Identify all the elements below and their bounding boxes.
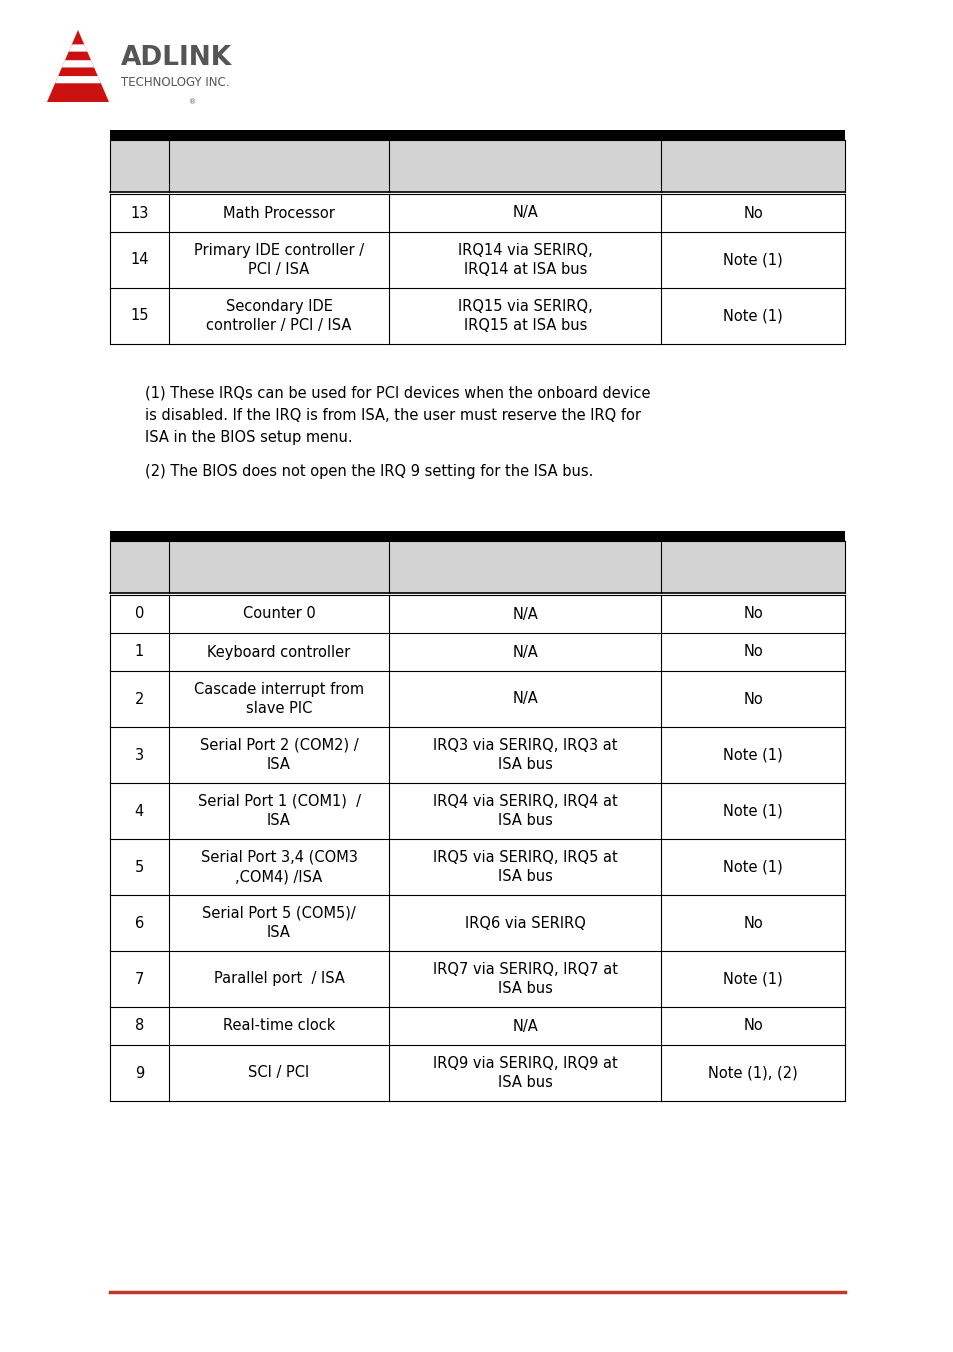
Bar	[110, 531, 844, 541]
Bar	[110, 671, 844, 727]
Text: 1: 1	[134, 645, 144, 660]
Text: IRQ9 via SERIRQ, IRQ9 at
ISA bus: IRQ9 via SERIRQ, IRQ9 at ISA bus	[433, 1056, 617, 1091]
Text: 3: 3	[134, 748, 144, 763]
Text: 8: 8	[134, 1018, 144, 1033]
Bar	[110, 783, 844, 840]
Text: Secondary IDE
controller / PCI / ISA: Secondary IDE controller / PCI / ISA	[206, 299, 352, 334]
Text: No: No	[742, 206, 762, 220]
Text: Counter 0: Counter 0	[242, 607, 315, 622]
Text: N/A: N/A	[512, 691, 537, 707]
Text: 2: 2	[134, 691, 144, 707]
Text: Serial Port 5 (COM5)/
ISA: Serial Port 5 (COM5)/ ISA	[202, 906, 355, 941]
Text: 5: 5	[134, 860, 144, 875]
Text: (1) These IRQs can be used for PCI devices when the onboard device
is disabled. : (1) These IRQs can be used for PCI devic…	[145, 387, 650, 445]
Text: Serial Port 2 (COM2) /
ISA: Serial Port 2 (COM2) / ISA	[199, 738, 358, 772]
Text: Primary IDE controller /
PCI / ISA: Primary IDE controller / PCI / ISA	[193, 242, 364, 277]
Bar	[110, 541, 844, 594]
Text: Math Processor: Math Processor	[223, 206, 335, 220]
Text: Serial Port 3,4 (COM3
,COM4) /ISA: Serial Port 3,4 (COM3 ,COM4) /ISA	[200, 849, 357, 884]
Text: (2) The BIOS does not open the IRQ 9 setting for the ISA bus.: (2) The BIOS does not open the IRQ 9 set…	[145, 464, 593, 479]
Bar	[110, 633, 844, 671]
Text: N/A: N/A	[512, 206, 537, 220]
Text: Note (1): Note (1)	[722, 803, 782, 818]
Text: No: No	[742, 691, 762, 707]
Text: 13: 13	[130, 206, 149, 220]
Text: Note (1), (2): Note (1), (2)	[707, 1065, 797, 1080]
Text: 0: 0	[134, 607, 144, 622]
Text: IRQ3 via SERIRQ, IRQ3 at
ISA bus: IRQ3 via SERIRQ, IRQ3 at ISA bus	[433, 738, 617, 772]
Bar	[110, 595, 844, 633]
Bar	[110, 233, 844, 288]
Text: No: No	[742, 607, 762, 622]
Text: Note (1): Note (1)	[722, 748, 782, 763]
Text: Note (1): Note (1)	[722, 308, 782, 323]
Text: IRQ6 via SERIRQ: IRQ6 via SERIRQ	[464, 915, 585, 930]
Text: IRQ15 via SERIRQ,
IRQ15 at ISA bus: IRQ15 via SERIRQ, IRQ15 at ISA bus	[457, 299, 592, 334]
Text: IRQ4 via SERIRQ, IRQ4 at
ISA bus: IRQ4 via SERIRQ, IRQ4 at ISA bus	[433, 794, 617, 829]
Text: IRQ14 via SERIRQ,
IRQ14 at ISA bus: IRQ14 via SERIRQ, IRQ14 at ISA bus	[457, 242, 592, 277]
Text: No: No	[742, 1018, 762, 1033]
Polygon shape	[55, 76, 101, 84]
Text: ADLINK: ADLINK	[121, 45, 232, 72]
Text: 14: 14	[130, 253, 149, 268]
Text: 15: 15	[130, 308, 149, 323]
Text: No: No	[742, 915, 762, 930]
Text: 9: 9	[134, 1065, 144, 1080]
Text: Note (1): Note (1)	[722, 860, 782, 875]
Text: Note (1): Note (1)	[722, 253, 782, 268]
Text: SCI / PCI: SCI / PCI	[248, 1065, 310, 1080]
Text: IRQ7 via SERIRQ, IRQ7 at
ISA bus: IRQ7 via SERIRQ, IRQ7 at ISA bus	[433, 961, 618, 996]
Text: TECHNOLOGY INC.: TECHNOLOGY INC.	[121, 76, 230, 88]
Polygon shape	[47, 30, 109, 101]
Text: Note (1): Note (1)	[722, 972, 782, 987]
Bar	[110, 141, 844, 192]
Text: N/A: N/A	[512, 645, 537, 660]
Bar	[110, 1007, 844, 1045]
Bar	[110, 1045, 844, 1101]
Text: Serial Port 1 (COM1)  /
ISA: Serial Port 1 (COM1) / ISA	[197, 794, 360, 829]
Bar	[110, 288, 844, 343]
Text: Keyboard controller: Keyboard controller	[207, 645, 351, 660]
Text: IRQ5 via SERIRQ, IRQ5 at
ISA bus: IRQ5 via SERIRQ, IRQ5 at ISA bus	[433, 849, 617, 884]
Text: No: No	[742, 645, 762, 660]
Bar	[110, 950, 844, 1007]
Bar	[110, 193, 844, 233]
Bar	[110, 895, 844, 950]
Polygon shape	[69, 45, 88, 51]
Polygon shape	[62, 61, 94, 68]
Text: 6: 6	[134, 915, 144, 930]
Text: Parallel port  / ISA: Parallel port / ISA	[213, 972, 344, 987]
Text: ®: ®	[189, 99, 196, 105]
Text: 4: 4	[134, 803, 144, 818]
Text: N/A: N/A	[512, 607, 537, 622]
Bar	[110, 840, 844, 895]
Bar	[110, 727, 844, 783]
Bar	[110, 130, 844, 141]
Text: N/A: N/A	[512, 1018, 537, 1033]
Text: Cascade interrupt from
slave PIC: Cascade interrupt from slave PIC	[193, 681, 364, 717]
Text: 7: 7	[134, 972, 144, 987]
Text: Real-time clock: Real-time clock	[223, 1018, 335, 1033]
